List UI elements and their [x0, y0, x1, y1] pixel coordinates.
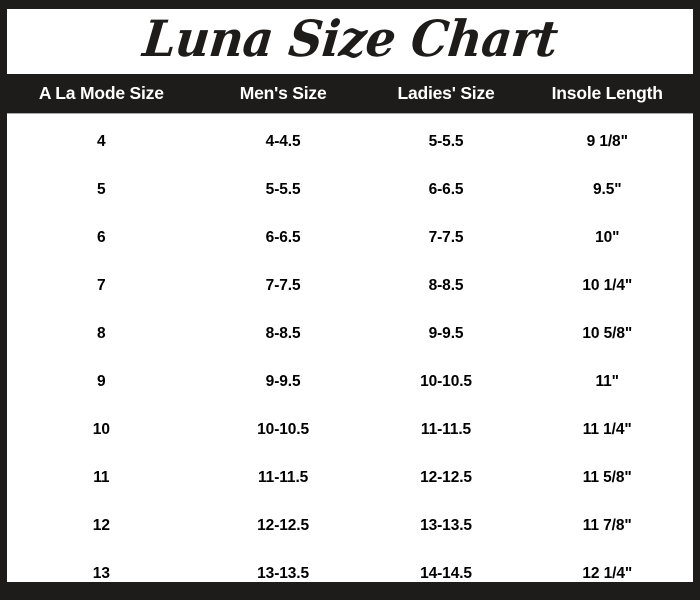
cell-mens-size: 12-12.5: [257, 517, 310, 534]
table-row: 12 12-12.5 13-13.5 11 7/8": [7, 502, 693, 550]
cell-a-la-mode-size: 5: [97, 181, 106, 198]
cell-ladies-size: 10-10.5: [420, 373, 472, 390]
cell-ladies-size: 8-8.5: [428, 277, 464, 294]
table-row: 11 11-11.5 12-12.5 11 5/8": [7, 454, 693, 502]
cell-insole-length: 11 5/8": [582, 469, 632, 486]
table-row: 8 8-8.5 9-9.5 10 5/8": [7, 310, 693, 358]
table-row: 9 9-9.5 10-10.5 11": [7, 358, 693, 406]
cell-ladies-size: 9-9.5: [428, 325, 464, 342]
cell-a-la-mode-size: 11: [93, 469, 110, 486]
cell-mens-size: 7-7.5: [265, 277, 301, 294]
cell-mens-size: 5-5.5: [265, 181, 301, 198]
cell-a-la-mode-size: 8: [97, 325, 106, 342]
cell-insole-length: 11": [595, 373, 620, 390]
cell-insole-length: 10 1/4": [582, 277, 633, 294]
column-header-insole-length: Insole Length: [551, 83, 663, 103]
table-row: 13 13-13.5 14-14.5 12 1/4": [7, 550, 693, 598]
cell-insole-length: 11 1/4": [582, 421, 632, 438]
table-row: 5 5-5.5 6-6.5 9.5": [7, 166, 693, 214]
cell-mens-size: 8-8.5: [265, 325, 301, 342]
table-row: 6 6-6.5 7-7.5 10": [7, 214, 693, 262]
cell-a-la-mode-size: 4: [97, 133, 106, 150]
title-band: Luna Size Chart: [7, 9, 693, 74]
cell-a-la-mode-size: 13: [92, 565, 110, 582]
table-row: 7 7-7.5 8-8.5 10 1/4": [7, 262, 693, 310]
cell-mens-size: 13-13.5: [257, 565, 310, 582]
cell-a-la-mode-size: 9: [97, 373, 106, 390]
cell-a-la-mode-size: 10: [92, 421, 110, 438]
cell-insole-length: 12 1/4": [582, 565, 633, 582]
column-header-mens-size: Men's Size: [239, 83, 327, 103]
cell-insole-length: 10": [595, 229, 620, 246]
cell-a-la-mode-size: 7: [97, 277, 106, 294]
table-row: 4 4-4.5 5-5.5 9 1/8": [7, 118, 693, 166]
table-row: 10 10-10.5 11-11.5 11 1/4": [7, 406, 693, 454]
cell-insole-length: 10 5/8": [582, 325, 633, 342]
page-title: Luna Size Chart: [140, 10, 561, 69]
cell-insole-length: 11 7/8": [582, 517, 632, 534]
cell-insole-length: 9.5": [592, 181, 622, 198]
cell-ladies-size: 6-6.5: [428, 181, 464, 198]
cell-ladies-size: 7-7.5: [428, 229, 464, 246]
cell-ladies-size: 5-5.5: [428, 133, 464, 150]
table-header-row: A La Mode Size Men's Size Ladies' Size I…: [7, 74, 693, 113]
cell-mens-size: 4-4.5: [265, 133, 301, 150]
column-header-a-la-mode-size: A La Mode Size: [38, 83, 164, 103]
cell-ladies-size: 11-11.5: [420, 421, 472, 438]
cell-mens-size: 10-10.5: [257, 421, 310, 438]
cell-a-la-mode-size: 6: [97, 229, 106, 246]
table-body: 4 4-4.5 5-5.5 9 1/8" 5 5-5.5 6-6.5 9.5" …: [7, 113, 693, 582]
cell-a-la-mode-size: 12: [92, 517, 110, 534]
cell-ladies-size: 12-12.5: [420, 469, 472, 486]
cell-mens-size: 11-11.5: [258, 469, 309, 486]
cell-ladies-size: 14-14.5: [420, 565, 472, 582]
column-header-ladies-size: Ladies' Size: [397, 83, 495, 103]
cell-insole-length: 9 1/8": [586, 133, 628, 150]
cell-mens-size: 9-9.5: [265, 373, 301, 390]
cell-mens-size: 6-6.5: [265, 229, 301, 246]
cell-ladies-size: 13-13.5: [420, 517, 472, 534]
